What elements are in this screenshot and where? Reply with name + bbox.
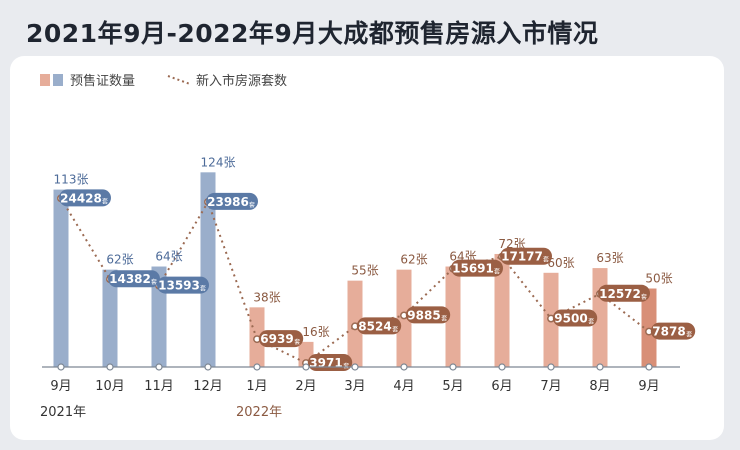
line-value-unit-8: 套: [494, 268, 500, 276]
x-tick-label-1: 10月: [95, 379, 125, 394]
bar-1: [102, 269, 118, 367]
x-tick-label-11: 8月: [589, 379, 610, 394]
line-value-unit-10: 套: [588, 318, 594, 326]
x-tick-5: [302, 363, 310, 371]
x-tick-11: [596, 363, 604, 371]
line-value-pill-1: [108, 270, 160, 288]
line-value-label-5: 3971: [309, 356, 342, 370]
line-value-unit-4: 套: [294, 338, 300, 346]
bar-value-label-12: 50张: [645, 272, 672, 286]
x-tick-7: [400, 363, 408, 371]
x-tick-10: [547, 363, 555, 371]
legend-line-swatch: [167, 75, 191, 85]
line-value-label-6: 8524: [358, 319, 391, 333]
year-label-2021: 2021年: [40, 405, 86, 420]
x-tick-label-2: 11月: [144, 379, 174, 394]
x-tick-label-4: 1月: [246, 379, 267, 394]
line-value-label-0: 24428: [60, 191, 102, 205]
chart-title: 2021年9月-2022年9月大成都预售房源入市情况: [26, 19, 599, 48]
bar-value-label-10: 60张: [547, 256, 574, 270]
x-tick-2: [155, 363, 163, 371]
bar-9: [494, 253, 510, 367]
x-tick-label-12: 9月: [638, 379, 659, 394]
line-value-label-9: 17177: [501, 250, 543, 264]
bar-value-label-7: 62张: [400, 253, 427, 267]
line-value-unit-11: 套: [641, 293, 647, 301]
bar-value-label-11: 63张: [596, 251, 623, 265]
x-tick-12: [645, 363, 653, 371]
legend-line-label: 新入市房源套数: [196, 73, 287, 89]
line-value-label-2: 13593: [158, 279, 200, 293]
chart-card: [10, 56, 724, 440]
line-value-pill-10: [552, 309, 598, 327]
bar-0: [53, 189, 69, 367]
line-value-unit-7: 套: [441, 314, 447, 322]
line-value-pill-11: [598, 284, 650, 302]
legend-bar-swatch-2022: [40, 74, 50, 86]
line-value-pill-0: [59, 189, 111, 207]
legend-bar-swatch-2021: [53, 74, 63, 86]
line-value-label-11: 12572: [599, 287, 641, 301]
year-label-2022: 2022年: [236, 405, 282, 420]
legend-bar-label: 预售证数量: [70, 73, 135, 89]
bar-value-label-1: 62张: [106, 253, 133, 267]
x-tick-label-10: 7月: [540, 379, 561, 394]
line-value-pill-4: [258, 330, 304, 348]
line-value-label-8: 15691: [452, 262, 494, 276]
line-value-unit-0: 套: [102, 197, 108, 205]
bar-8: [445, 266, 461, 367]
x-tick-8: [449, 363, 457, 371]
line-value-pill-8: [451, 259, 503, 277]
bar-value-label-5: 16张: [302, 325, 329, 339]
bar-value-label-2: 64张: [155, 250, 182, 264]
x-tick-0: [57, 363, 65, 371]
line-value-unit-2: 套: [200, 285, 206, 293]
line-value-label-7: 9885: [407, 308, 440, 322]
line-value-unit-3: 套: [249, 201, 255, 209]
line-value-pill-12: [650, 322, 696, 340]
line-value-pill-6: [356, 317, 402, 335]
x-tick-4: [253, 363, 261, 371]
line-value-unit-1: 套: [151, 278, 157, 286]
line-value-pill-3: [206, 192, 258, 210]
x-tick-label-3: 12月: [193, 379, 223, 394]
bar-3: [200, 172, 216, 367]
line-value-label-10: 9500: [554, 312, 587, 326]
x-tick-6: [351, 363, 359, 371]
bar-value-label-3: 124张: [201, 155, 236, 169]
line-value-label-4: 6939: [260, 332, 293, 346]
bar-value-label-0: 113张: [54, 173, 89, 187]
x-tick-label-9: 6月: [491, 379, 512, 394]
x-tick-1: [106, 363, 114, 371]
x-tick-label-7: 4月: [393, 379, 414, 394]
x-tick-label-6: 3月: [344, 379, 365, 394]
line-value-label-1: 14382: [109, 272, 151, 286]
x-tick-label-5: 2月: [295, 379, 316, 394]
line-value-pill-9: [500, 247, 552, 265]
line-value-pill-7: [405, 306, 451, 324]
x-tick-3: [204, 363, 212, 371]
line-value-unit-5: 套: [343, 362, 349, 370]
line-value-pill-2: [157, 276, 209, 294]
line-value-label-3: 23986: [207, 195, 249, 209]
bar-value-label-9: 72张: [498, 237, 525, 251]
x-tick-label-8: 5月: [442, 379, 463, 394]
line-value-label-12: 7878: [652, 325, 685, 339]
line-value-unit-9: 套: [543, 256, 549, 264]
x-tick-9: [498, 363, 506, 371]
legend: 预售证数量 新入市房源套数: [40, 73, 287, 89]
x-tick-label-0: 9月: [50, 379, 71, 394]
line-value-unit-6: 套: [392, 325, 398, 333]
bar-value-label-6: 55张: [351, 264, 378, 278]
bar-value-label-4: 38张: [253, 290, 280, 304]
line-value-unit-12: 套: [686, 331, 692, 339]
